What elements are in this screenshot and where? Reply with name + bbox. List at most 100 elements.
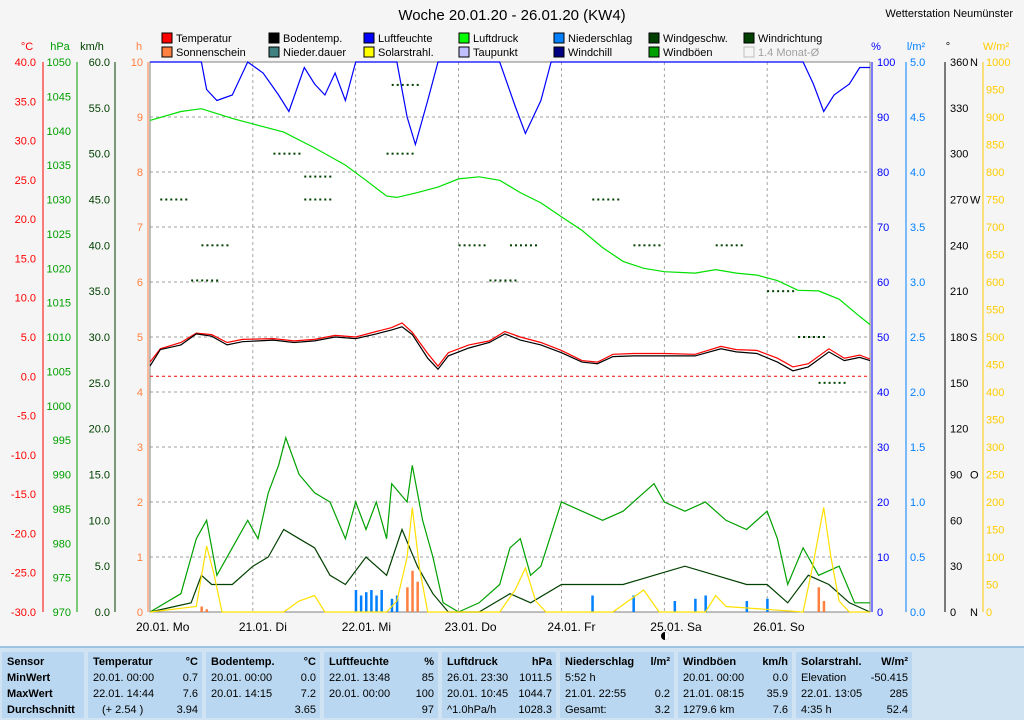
- day-label: 20.01. Mo: [136, 620, 190, 634]
- axis-wind-tick: 15.0: [89, 470, 110, 482]
- legend-label: Windgeschw.: [663, 33, 728, 45]
- legend-swatch: [458, 32, 470, 44]
- axis-hours-tick: 5: [137, 332, 143, 344]
- legend-label: 1.4 Monat-Ø: [758, 47, 820, 59]
- wind-direction-dot: [324, 175, 327, 178]
- axis-rain-tick: 1.5: [910, 442, 925, 454]
- wind-direction-dot: [329, 198, 332, 201]
- axis-temp-tick: 25.0: [15, 175, 36, 187]
- wind-direction-dot: [777, 290, 780, 293]
- axis-unit-press: hPa: [50, 41, 70, 53]
- wind-direction-dot: [515, 244, 517, 247]
- series-line-luftfeuchte: [150, 61, 870, 147]
- axis-press-tick: 995: [53, 435, 71, 447]
- wind-direction-dot: [828, 381, 831, 384]
- legend-swatch: [161, 46, 173, 58]
- stats-soil-max-time: 20.01. 14:15: [211, 688, 273, 700]
- wind-direction-dot: [304, 175, 307, 178]
- axis-unit-temp: °C: [21, 41, 33, 53]
- wind-direction-dot: [273, 152, 276, 155]
- wind-direction-dot: [309, 198, 312, 201]
- legend-label: Nieder.dauer: [283, 47, 346, 59]
- axis-dir-tick: 240: [950, 240, 968, 252]
- axis-unit-hours: h: [136, 41, 142, 53]
- wind-direction-dot: [406, 83, 409, 86]
- stats-rain-duration: 5:52 h: [565, 672, 596, 684]
- axis-solar-tick: 650: [986, 250, 1004, 262]
- axis-hum-tick: 40: [877, 387, 889, 399]
- rain-bar: [359, 595, 363, 612]
- wind-direction-dot: [803, 336, 805, 338]
- legend-swatch: [161, 32, 173, 44]
- axis-temp-tick: 15.0: [15, 253, 36, 265]
- chart-marks: [149, 61, 871, 613]
- stats-temp-min-time: 20.01. 00:00: [93, 672, 155, 684]
- axis-wind-tick: 55.0: [89, 103, 110, 115]
- sunshine-bar: [406, 587, 409, 612]
- wind-direction-dot: [411, 83, 414, 86]
- stats-header-humidity: Luftfeuchte: [329, 656, 389, 668]
- axis-solar-tick: 600: [986, 277, 1004, 289]
- wind-direction-dot: [206, 244, 209, 247]
- axis-solar-tick: 0: [986, 607, 992, 619]
- axis-dir-tick: 270: [950, 195, 968, 207]
- wind-direction-dot: [494, 279, 497, 282]
- rain-bar: [370, 590, 373, 612]
- stats-header-pressure: Luftdruck: [447, 656, 498, 668]
- wind-direction-dot: [216, 244, 219, 247]
- wind-direction-dot: [463, 244, 466, 247]
- axis-solar-tick: 750: [986, 195, 1004, 207]
- stats-unit-humidity: %: [424, 656, 434, 668]
- axis-unit-solar: W/m²: [983, 41, 1010, 53]
- axis-solar-tick: 50: [986, 580, 998, 592]
- axis-temp-tick: 30.0: [15, 136, 36, 148]
- wind-direction-dot: [489, 279, 492, 282]
- wind-direction-dot: [843, 381, 846, 384]
- axis-temp-tick: -30.0: [11, 607, 36, 619]
- wind-direction-dot: [278, 152, 281, 155]
- legend-label: Taupunkt: [473, 47, 518, 59]
- axis-hum-tick: 100: [877, 57, 895, 69]
- wind-direction-dot: [288, 152, 291, 155]
- axis-wind-tick: 35.0: [89, 286, 110, 298]
- axis-wind-tick: 0.0: [95, 607, 110, 619]
- sunshine-bar: [416, 581, 419, 612]
- wind-direction-dot: [658, 244, 661, 247]
- axis-temp-tick: -20.0: [11, 528, 36, 540]
- axis-hours-tick: 7: [137, 222, 143, 234]
- axis-solar-tick: 700: [986, 222, 1004, 234]
- wind-direction-dot: [530, 244, 532, 247]
- axis-dir-tick: 300: [950, 149, 968, 161]
- wind-direction-dot: [458, 244, 461, 247]
- axis-press-tick: 975: [53, 573, 71, 585]
- axis-solar-tick: 400: [986, 387, 1004, 399]
- stats-temp-min-value: 0.7: [182, 672, 198, 684]
- series-line-windgeschw: [149, 527, 871, 613]
- axis-unit-hum: %: [871, 41, 881, 53]
- wind-direction-dot: [211, 279, 214, 282]
- wind-direction-dot: [808, 336, 810, 338]
- axis-rain-tick: 0.5: [910, 552, 925, 564]
- stats-solar-elevation-value: -50.415: [870, 672, 908, 684]
- wind-direction-dot: [478, 244, 481, 247]
- stats-hum-min-value: 85: [421, 672, 434, 684]
- wind-direction-dot: [772, 290, 775, 293]
- wind-direction-dot: [196, 279, 199, 282]
- wind-direction-dot: [838, 381, 841, 384]
- axis-rain-tick: 5.0: [910, 57, 925, 69]
- axis-solar-tick: 450: [986, 360, 1004, 372]
- stats-gust-max-value: 35.9: [766, 688, 788, 700]
- wind-direction-dot: [499, 279, 502, 282]
- stats-header-gusts: Windböen: [683, 656, 737, 668]
- stats-gust-distance: 1279.6 km: [683, 704, 735, 716]
- wind-direction-dot: [592, 198, 595, 201]
- stats-col-gusts: Windböen km/h 20.01. 00:00 0.0 21.01. 08:1…: [678, 652, 792, 718]
- axis-press-tick: 980: [53, 538, 71, 550]
- axis-dir-tick: 30: [950, 561, 962, 573]
- stats-col-humidity: Luftfeuchte% 22.01. 13:48 85 20.01. 00:00…: [324, 652, 438, 718]
- axis-temp-tick: -15.0: [11, 489, 36, 501]
- wind-direction-dot: [201, 244, 204, 247]
- axis-hum-tick: 20: [877, 497, 889, 509]
- grid: [150, 61, 870, 613]
- axis-hours-tick: 9: [137, 112, 143, 124]
